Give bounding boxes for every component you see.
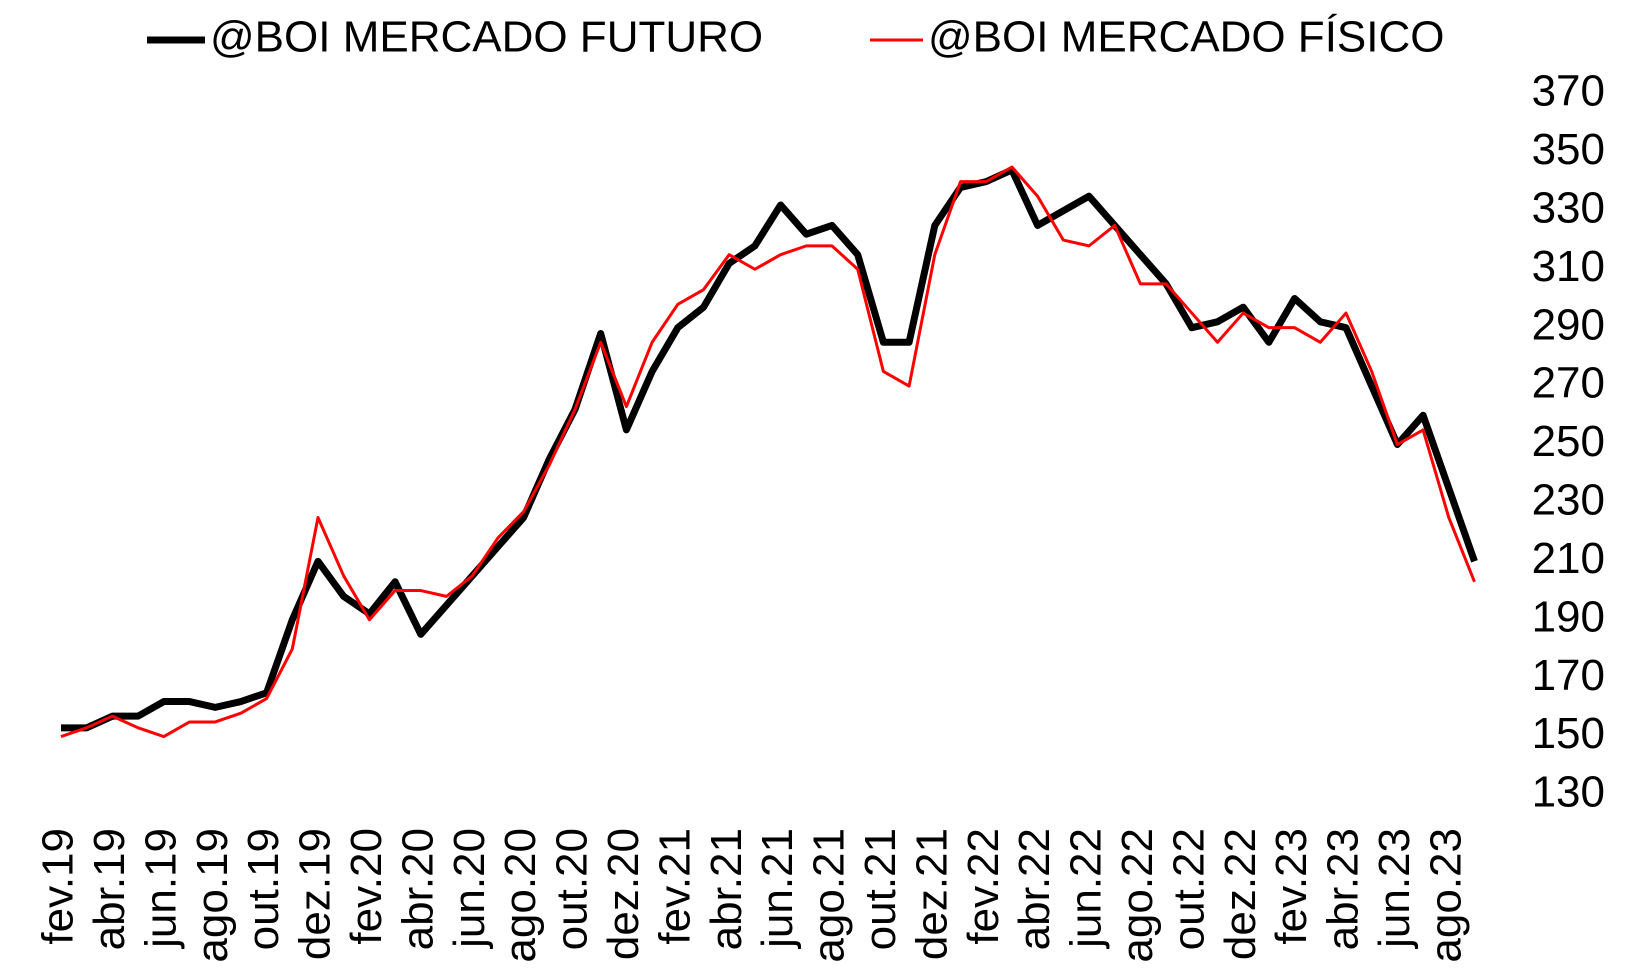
x-tick-label: fev.23 (1267, 828, 1316, 945)
x-tick-label: out.22 (1164, 828, 1213, 950)
legend-label: @BOI MERCADO FUTURO (210, 13, 763, 62)
y-tick-label: 250 (1532, 417, 1605, 466)
x-tick-label: jun.21 (753, 828, 802, 950)
x-tick-label: dez.19 (291, 828, 340, 960)
x-tick-label: fev.19 (34, 828, 83, 945)
x-tick-label: abr.19 (85, 828, 134, 950)
x-tick-label: jun.19 (136, 828, 185, 950)
x-tick-label: fev.20 (342, 828, 391, 945)
series-line (60, 165, 1476, 739)
x-tick-label: jun.23 (1370, 828, 1419, 950)
x-tick-label: abr.21 (702, 828, 751, 950)
x-tick-label: jun.22 (1062, 828, 1111, 950)
y-tick-label: 310 (1532, 242, 1605, 291)
y-tick-label: 230 (1532, 476, 1605, 525)
x-tick-label: ago.20 (496, 828, 545, 963)
y-tick-label: 150 (1532, 709, 1605, 758)
x-tick-label: abr.20 (393, 828, 442, 950)
x-tick-label: ago.21 (805, 828, 854, 963)
y-tick-label: 350 (1532, 125, 1605, 174)
y-tick-label: 190 (1532, 592, 1605, 641)
x-tick-label: ago.22 (1113, 828, 1162, 963)
y-tick-label: 330 (1532, 183, 1605, 232)
y-tick-label: 210 (1532, 534, 1605, 583)
x-tick-label: jun.20 (445, 828, 494, 950)
x-tick-label: abr.23 (1319, 828, 1368, 950)
y-tick-label: 130 (1532, 768, 1605, 817)
x-tick-label: ago.19 (188, 828, 237, 963)
y-tick-label: 370 (1532, 67, 1605, 116)
y-tick-label: 290 (1532, 300, 1605, 349)
x-tick-label: out.20 (548, 828, 597, 950)
y-tick-label: 270 (1532, 359, 1605, 408)
x-tick-label: fev.21 (650, 828, 699, 945)
x-tick-label: out.19 (239, 828, 288, 950)
x-tick-label: dez.22 (1216, 828, 1265, 960)
x-tick-label: fev.22 (959, 828, 1008, 945)
y-tick-label: 170 (1532, 651, 1605, 700)
x-tick-label: abr.22 (1010, 828, 1059, 950)
legend-label: @BOI MERCADO FÍSICO (928, 13, 1444, 62)
x-tick-label: ago.23 (1421, 828, 1470, 963)
x-tick-label: dez.20 (599, 828, 648, 960)
x-tick-label: out.21 (856, 828, 905, 950)
series-line (61, 166, 1478, 732)
x-tick-label: dez.21 (907, 828, 956, 960)
